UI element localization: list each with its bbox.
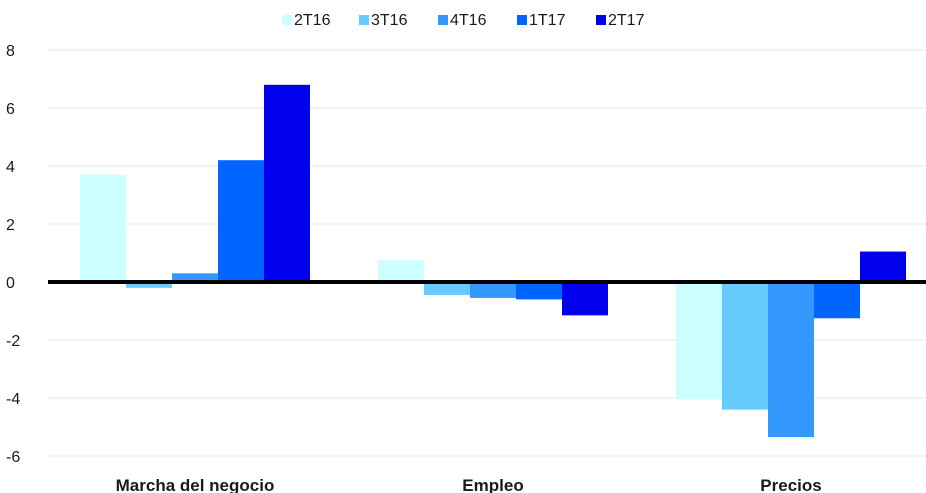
bar-marcha-del-negocio-2t16 bbox=[80, 174, 126, 282]
legend-swatch-2t17 bbox=[596, 15, 606, 25]
y-axis-tick-labels: -6 -4 -2 0 2 4 6 8 bbox=[6, 43, 20, 466]
legend: 2T16 3T16 4T16 1T17 2T17 bbox=[282, 12, 645, 29]
bar-precios-2t16 bbox=[676, 282, 722, 400]
y-tick-label: -2 bbox=[6, 333, 20, 350]
bar-empleo-2t16 bbox=[378, 260, 424, 282]
y-tick-label: 4 bbox=[6, 159, 15, 176]
y-tick-label: 2 bbox=[6, 217, 15, 234]
legend-swatch-1t17 bbox=[517, 15, 527, 25]
category-labels: Marcha del negocio Empleo Precios bbox=[116, 476, 822, 493]
bar-empleo-2t17 bbox=[562, 282, 608, 316]
y-tick-label: 8 bbox=[6, 43, 15, 60]
legend-swatch-3t16 bbox=[359, 15, 369, 25]
category-label-precios: Precios bbox=[760, 476, 821, 493]
bar-empleo-4t16 bbox=[470, 282, 516, 298]
legend-swatch-4t16 bbox=[438, 15, 448, 25]
legend-label-2t17: 2T17 bbox=[608, 12, 645, 29]
bar-precios-4t16 bbox=[768, 282, 814, 438]
bar-marcha-del-negocio-4t16 bbox=[172, 273, 218, 282]
bar-marcha-del-negocio-3t16 bbox=[126, 282, 172, 288]
bar-precios-1t17 bbox=[814, 282, 860, 319]
bar-precios-2t17 bbox=[860, 251, 906, 282]
legend-label-3t16: 3T16 bbox=[371, 12, 408, 29]
legend-label-1t17: 1T17 bbox=[529, 12, 566, 29]
y-tick-label: 6 bbox=[6, 101, 15, 118]
bar-empleo-3t16 bbox=[424, 282, 470, 296]
category-label-marcha-del-negocio: Marcha del negocio bbox=[116, 476, 275, 493]
bar-marcha-del-negocio-1t17 bbox=[218, 160, 264, 282]
legend-label-4t16: 4T16 bbox=[450, 12, 487, 29]
gridlines bbox=[48, 49, 926, 457]
y-tick-label: -6 bbox=[6, 449, 20, 466]
legend-swatch-2t16 bbox=[282, 15, 292, 25]
bar-empleo-1t17 bbox=[516, 282, 562, 300]
legend-label-2t16: 2T16 bbox=[294, 12, 331, 29]
bar-marcha-del-negocio-2t17 bbox=[264, 84, 310, 282]
y-tick-label: 0 bbox=[6, 275, 15, 292]
y-tick-label: -4 bbox=[6, 391, 20, 408]
bars bbox=[80, 84, 906, 438]
category-label-empleo: Empleo bbox=[462, 476, 523, 493]
bar-precios-3t16 bbox=[722, 282, 768, 410]
